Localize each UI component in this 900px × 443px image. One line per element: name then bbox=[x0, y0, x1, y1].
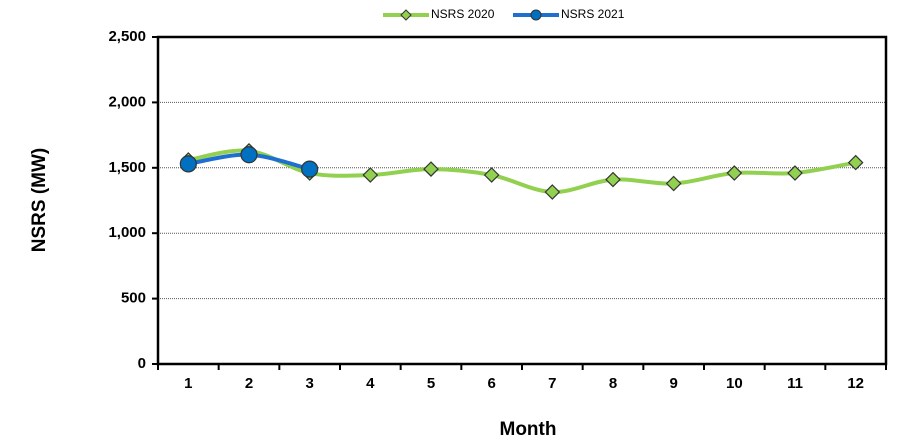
point bbox=[847, 154, 864, 171]
point bbox=[240, 146, 258, 164]
x-tick-label: 10 bbox=[726, 375, 743, 392]
legend-marker bbox=[400, 9, 412, 21]
legend-marker bbox=[530, 9, 542, 21]
x-tick-label: 8 bbox=[609, 375, 617, 392]
legend-label: NSRS 2021 bbox=[561, 7, 625, 21]
point bbox=[362, 167, 379, 183]
x-tick-label: 3 bbox=[305, 375, 313, 392]
point bbox=[605, 171, 621, 188]
point bbox=[423, 161, 439, 177]
y-axis-label: NSRS (MW) bbox=[29, 148, 50, 252]
point bbox=[787, 165, 803, 181]
point bbox=[179, 155, 197, 173]
x-tick-label: 2 bbox=[245, 375, 253, 392]
point bbox=[726, 165, 743, 181]
x-axis-label: Month bbox=[500, 419, 557, 440]
plot-frame bbox=[156, 35, 888, 366]
x-tick-label: 4 bbox=[366, 375, 375, 392]
point bbox=[665, 175, 682, 192]
x-tick-label: 5 bbox=[427, 375, 435, 392]
point bbox=[301, 160, 319, 178]
x-tick-label: 6 bbox=[487, 375, 495, 392]
point bbox=[483, 167, 500, 183]
series-line bbox=[187, 148, 857, 194]
point bbox=[544, 184, 561, 200]
x-tick-label: 9 bbox=[669, 375, 677, 392]
y-tick-label: 1,000 bbox=[108, 224, 146, 241]
y-tick-label: 2,500 bbox=[108, 28, 146, 45]
x-tick-label: 12 bbox=[847, 375, 864, 392]
x-tick-label: 11 bbox=[787, 375, 803, 392]
legend-label: NSRS 2020 bbox=[431, 7, 495, 21]
y-tick-label: 0 bbox=[138, 355, 146, 372]
x-tick-label: 1 bbox=[184, 375, 192, 392]
x-tick-label: 7 bbox=[548, 375, 556, 392]
y-tick-label: 2,000 bbox=[108, 93, 146, 110]
y-tick-label: 1,500 bbox=[108, 159, 146, 176]
y-tick-label: 500 bbox=[121, 290, 146, 307]
